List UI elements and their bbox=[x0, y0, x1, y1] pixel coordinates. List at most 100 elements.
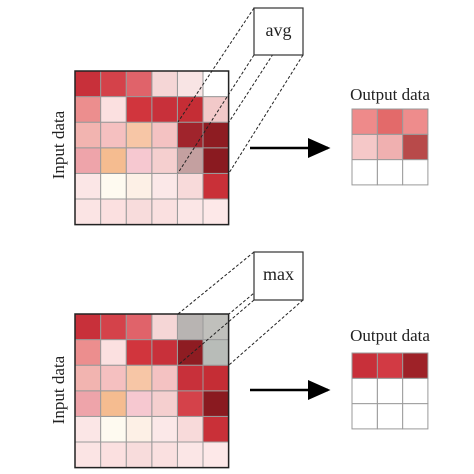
grid-cell bbox=[151, 313, 178, 341]
grid-cell bbox=[100, 198, 127, 226]
grid-cell bbox=[125, 313, 153, 341]
dashed-connector bbox=[228, 299, 304, 366]
grid-cell bbox=[202, 441, 230, 469]
grid-cell bbox=[176, 198, 204, 226]
grid-cell bbox=[402, 108, 429, 135]
output-label: Output data bbox=[350, 326, 430, 345]
grid-cell bbox=[74, 415, 102, 443]
dashed-connector bbox=[177, 251, 255, 315]
grid-cell bbox=[125, 121, 153, 149]
grid-cell bbox=[202, 313, 230, 341]
input-label: Input data bbox=[49, 110, 68, 179]
grid-cell bbox=[351, 352, 378, 379]
operation-label: max bbox=[263, 264, 294, 284]
grid-cell bbox=[176, 172, 204, 200]
dashed-connector bbox=[177, 54, 255, 174]
grid-cell bbox=[176, 441, 204, 469]
grid-cell bbox=[74, 198, 102, 226]
grid-cell bbox=[74, 147, 102, 174]
grid-cell bbox=[351, 377, 378, 405]
grid-cell bbox=[351, 133, 378, 161]
grid-cell bbox=[151, 121, 178, 149]
grid-cell bbox=[74, 121, 102, 149]
grid-cell bbox=[202, 147, 230, 174]
grid-cell bbox=[100, 339, 127, 366]
grid-cell bbox=[376, 403, 404, 430]
grid-cell bbox=[176, 147, 204, 174]
output-label: Output data bbox=[350, 85, 430, 104]
grid-border bbox=[74, 70, 230, 226]
grid-cell bbox=[351, 159, 378, 186]
grid-cell bbox=[100, 313, 127, 341]
grid-cell bbox=[402, 159, 429, 186]
grid-cell bbox=[100, 70, 127, 98]
grid-cell bbox=[100, 441, 127, 469]
operation-label: avg bbox=[266, 20, 292, 40]
grid-cell bbox=[202, 172, 230, 200]
grid-cell bbox=[74, 96, 102, 123]
max-panel: Input data Output data max bbox=[49, 251, 430, 469]
grid-cell bbox=[100, 415, 127, 443]
grid-cell bbox=[74, 339, 102, 366]
grid-cell bbox=[100, 364, 127, 392]
grid-cell bbox=[74, 172, 102, 200]
grid-cell bbox=[376, 133, 404, 161]
grid-cell bbox=[176, 364, 204, 392]
grid-cell bbox=[74, 364, 102, 392]
grid-cell bbox=[74, 390, 102, 417]
input-label: Input data bbox=[49, 355, 68, 424]
grid-cell bbox=[402, 352, 429, 379]
grid-cell bbox=[100, 147, 127, 174]
grid-cell bbox=[351, 108, 378, 135]
grid-cell bbox=[125, 198, 153, 226]
grid-cell bbox=[376, 377, 404, 405]
grid-cell bbox=[176, 390, 204, 417]
grid-cell bbox=[176, 121, 204, 149]
dashed-connector bbox=[228, 54, 304, 174]
grid-cell bbox=[125, 96, 153, 123]
grid-cell bbox=[125, 339, 153, 366]
dashed-connector bbox=[177, 7, 255, 123]
grid-cell bbox=[151, 339, 178, 366]
grid-cell bbox=[100, 96, 127, 123]
grid-cell bbox=[176, 415, 204, 443]
grid-cell bbox=[151, 96, 178, 123]
grid-border bbox=[74, 313, 230, 469]
grid-cell bbox=[151, 198, 178, 226]
grid-cell bbox=[376, 159, 404, 186]
grid-cell bbox=[74, 70, 102, 98]
grid-cell bbox=[176, 70, 204, 98]
grid-cell bbox=[151, 441, 178, 469]
grid-cell bbox=[125, 441, 153, 469]
operation-box bbox=[253, 251, 304, 301]
grid-cell bbox=[151, 415, 178, 443]
grid-cell bbox=[151, 147, 178, 174]
grid-cell bbox=[402, 377, 429, 405]
grid-cell bbox=[202, 390, 230, 417]
grid-cell bbox=[176, 96, 204, 123]
avg-panel: Input data Output data avg bbox=[49, 7, 430, 226]
grid-cell bbox=[202, 96, 230, 123]
dashed-connector bbox=[177, 299, 255, 366]
grid-cell bbox=[125, 390, 153, 417]
grid-cell bbox=[202, 121, 230, 149]
grid-cell bbox=[100, 390, 127, 417]
grid-cell bbox=[351, 403, 378, 430]
grid-cell bbox=[202, 198, 230, 226]
grid-cell bbox=[151, 172, 178, 200]
grid-cell bbox=[202, 415, 230, 443]
grid-cell bbox=[125, 415, 153, 443]
grid-cell bbox=[125, 172, 153, 200]
grid-cell bbox=[376, 108, 404, 135]
grid-cell bbox=[402, 133, 429, 161]
grid-cell bbox=[151, 364, 178, 392]
grid-cell bbox=[125, 147, 153, 174]
grid-cell bbox=[402, 403, 429, 430]
grid-cell bbox=[202, 70, 230, 98]
grid-cell bbox=[176, 339, 204, 366]
grid-cell bbox=[74, 441, 102, 469]
operation-box bbox=[253, 7, 304, 56]
grid-cell bbox=[74, 313, 102, 341]
grid-cell bbox=[202, 339, 230, 366]
